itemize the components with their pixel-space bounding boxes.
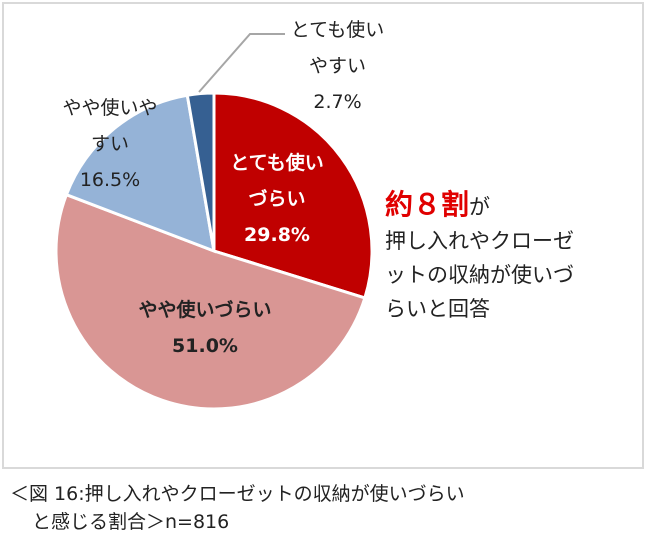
leader-line <box>198 33 285 93</box>
pie-slice-0 <box>212 91 374 300</box>
caption-line-2: と感じる割合＞n=816 <box>32 511 230 533</box>
annotation-line: ットの収納が使いづ <box>385 263 574 287</box>
chart-frame <box>2 2 644 469</box>
slice-label-very-easy: とても使い やすい 2.7% <box>290 19 385 113</box>
pie-slice-1 <box>54 192 367 411</box>
slice-label-somewhat-hard: やや使いづらい 51.0% <box>138 299 272 357</box>
figure-caption: ＜図 16:押し入れやクローゼットの収納が使いづらい と感じる割合＞n=816 <box>10 480 465 536</box>
annotation: 約８割が 押し入れやクローゼ ットの収納が使いづ らいと回答 <box>385 188 574 326</box>
slice-label-somewhat-easy: やや使いや すい 16.5% <box>62 97 158 191</box>
annotation-line: らいと回答 <box>385 297 490 321</box>
pie-slice-3 <box>185 91 216 252</box>
pie-slice-2 <box>64 93 216 254</box>
caption-line-1: ＜図 16:押し入れやクローゼットの収納が使いづらい <box>10 483 465 505</box>
annotation-line: 押し入れやクローゼ <box>385 229 574 253</box>
annotation-suffix: が <box>469 195 491 219</box>
annotation-highlight: 約８割 <box>385 188 470 221</box>
slice-label-very-hard: とても使い づらい 29.8% <box>230 152 324 246</box>
